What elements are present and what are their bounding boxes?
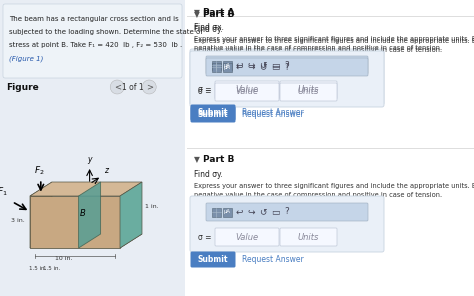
Text: ▭: ▭ (271, 62, 279, 72)
Text: $F_1$: $F_1$ (0, 185, 8, 198)
FancyBboxPatch shape (215, 81, 279, 99)
Text: ↺: ↺ (259, 60, 267, 70)
Text: Figure: Figure (6, 83, 39, 92)
Text: Part B: Part B (203, 10, 234, 19)
FancyBboxPatch shape (191, 104, 236, 120)
Polygon shape (30, 234, 142, 248)
Text: Express your answer to three significant figures and include the appropriate uni: Express your answer to three significant… (194, 183, 474, 189)
Circle shape (110, 80, 124, 94)
Text: μA: μA (224, 210, 231, 215)
FancyBboxPatch shape (191, 252, 236, 268)
FancyBboxPatch shape (3, 4, 182, 78)
Text: ▼: ▼ (194, 155, 200, 164)
Bar (223, 62, 232, 72)
Text: ?: ? (284, 207, 289, 216)
Text: ↺: ↺ (259, 207, 267, 216)
Text: Units: Units (298, 88, 319, 96)
Text: y: y (87, 155, 92, 164)
Polygon shape (79, 182, 100, 248)
Text: σ =: σ = (198, 88, 211, 96)
Text: Value: Value (236, 88, 258, 96)
Text: ▼: ▼ (194, 8, 200, 17)
Text: Value: Value (236, 86, 258, 94)
Text: ▭: ▭ (271, 207, 279, 216)
Text: negative value in the case of compression and positive in case of tension.: negative value in the case of compressio… (194, 47, 442, 53)
Text: Request Answer: Request Answer (242, 108, 304, 117)
Bar (212, 62, 221, 72)
Text: 10 in.: 10 in. (55, 256, 73, 261)
Text: Find σy.: Find σy. (194, 170, 223, 179)
Text: Part B: Part B (203, 155, 234, 164)
Text: μA: μA (224, 65, 231, 70)
Text: ↪: ↪ (247, 62, 255, 72)
Text: <: < (114, 83, 121, 91)
FancyBboxPatch shape (190, 49, 384, 105)
Text: stress at point B. Take F₁ = 420  lb , F₂ = 530  lb .: stress at point B. Take F₁ = 420 lb , F₂… (9, 42, 182, 48)
FancyBboxPatch shape (206, 58, 368, 76)
Text: ▼: ▼ (194, 10, 200, 19)
Polygon shape (30, 182, 142, 196)
Circle shape (142, 80, 156, 94)
Text: (Figure 1): (Figure 1) (9, 55, 44, 62)
FancyBboxPatch shape (190, 196, 384, 252)
Bar (185, 0, 474, 296)
Text: Express your answer to three significant figures and include the appropriate uni: Express your answer to three significant… (194, 38, 474, 44)
Text: Part A: Part A (203, 8, 235, 17)
Text: 3 in.: 3 in. (11, 218, 25, 223)
Text: ↩: ↩ (235, 207, 243, 216)
FancyBboxPatch shape (206, 56, 368, 74)
Bar (223, 207, 232, 216)
Text: Find σx.: Find σx. (194, 23, 224, 32)
Text: Submit: Submit (198, 110, 228, 119)
Text: Units: Units (298, 86, 319, 94)
Text: ↺: ↺ (259, 62, 267, 72)
Text: Express your answer to three significant figures and include the appropriate uni: Express your answer to three significant… (194, 36, 474, 42)
Text: Submit: Submit (198, 255, 228, 264)
Bar (0, 0, 185, 296)
Text: B: B (80, 209, 85, 218)
Text: Submit: Submit (198, 108, 228, 117)
Text: negative value in the case of compression and positive in case of tension.: negative value in the case of compressio… (194, 45, 442, 51)
Text: $F_2$: $F_2$ (34, 164, 44, 177)
FancyBboxPatch shape (191, 107, 236, 123)
Text: ↩: ↩ (235, 62, 243, 72)
Text: σ =: σ = (198, 86, 211, 94)
Text: >: > (146, 83, 153, 91)
Text: 1.5 in.: 1.5 in. (29, 266, 46, 271)
Polygon shape (30, 196, 120, 248)
Text: ↪: ↪ (247, 60, 255, 70)
Text: σ =: σ = (198, 232, 211, 242)
Text: ↪: ↪ (247, 207, 255, 216)
Text: ?: ? (284, 62, 289, 72)
FancyBboxPatch shape (280, 81, 337, 99)
FancyBboxPatch shape (190, 51, 384, 107)
Text: Value: Value (236, 232, 258, 242)
Bar (212, 60, 221, 70)
Text: z: z (104, 166, 108, 175)
Text: 1 of 1: 1 of 1 (122, 83, 144, 91)
Text: 1 in.: 1 in. (145, 204, 159, 209)
Text: The beam has a rectangular cross section and is: The beam has a rectangular cross section… (9, 16, 179, 22)
Polygon shape (30, 182, 52, 248)
Text: ?: ? (284, 60, 289, 70)
Text: negative value in the case of compression and positive in case of tension.: negative value in the case of compressio… (194, 192, 442, 198)
FancyBboxPatch shape (280, 228, 337, 246)
Text: Request Answer: Request Answer (242, 255, 304, 264)
Text: subjected to the loading shown. Determine the state of: subjected to the loading shown. Determin… (9, 29, 203, 35)
FancyBboxPatch shape (215, 83, 279, 101)
Text: Find σy.: Find σy. (194, 25, 223, 34)
Text: Request Answer: Request Answer (242, 110, 304, 119)
Text: μA: μA (224, 62, 231, 67)
Text: Units: Units (298, 232, 319, 242)
Text: ▭: ▭ (271, 60, 279, 70)
FancyBboxPatch shape (280, 83, 337, 101)
Bar (212, 207, 221, 216)
Text: 1.5 in.: 1.5 in. (44, 266, 61, 271)
FancyBboxPatch shape (206, 203, 368, 221)
Polygon shape (120, 182, 142, 248)
Bar (223, 60, 232, 70)
Text: ↩: ↩ (235, 60, 243, 70)
FancyBboxPatch shape (215, 228, 279, 246)
